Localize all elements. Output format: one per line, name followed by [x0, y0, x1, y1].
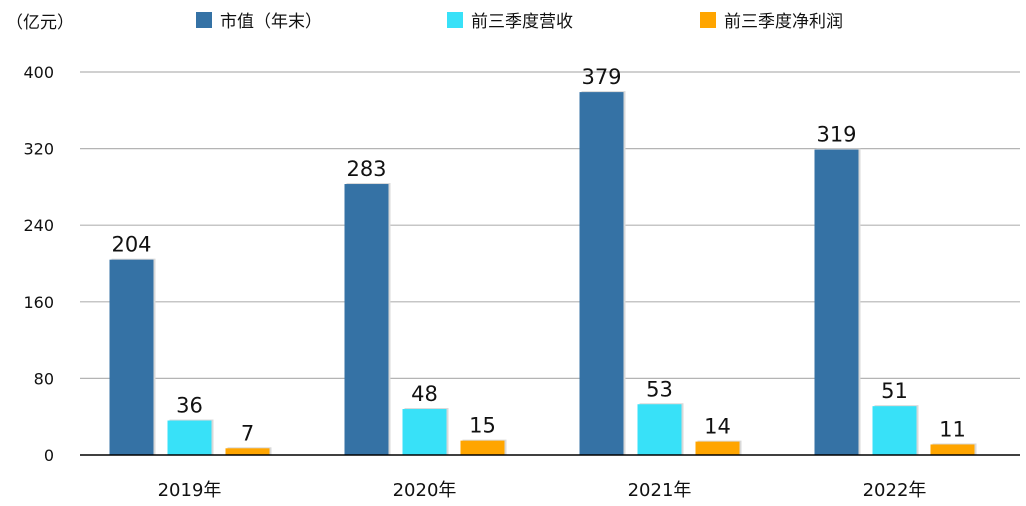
bars	[109, 91, 977, 456]
data-label: 283	[346, 157, 386, 181]
x-category-label: 2019年	[158, 480, 222, 501]
data-label: 15	[469, 414, 496, 438]
bar	[167, 420, 212, 455]
legend: 市值（年末） 前三季度营收 前三季度净利润	[196, 12, 843, 32]
data-label: 51	[881, 379, 908, 403]
bar	[225, 448, 270, 455]
y-tick-label: 0	[44, 446, 54, 465]
legend-label: 市值（年末）	[220, 12, 322, 32]
y-tick-label: 240	[23, 216, 54, 235]
y-tick-label: 160	[23, 293, 54, 312]
legend-swatch	[700, 12, 716, 28]
data-label: 53	[646, 377, 673, 401]
bar	[872, 406, 917, 455]
y-tick-label: 80	[34, 369, 54, 388]
data-label: 36	[176, 394, 203, 418]
bar	[402, 409, 447, 455]
data-label: 379	[581, 65, 621, 89]
bar	[460, 440, 505, 455]
data-label: 14	[704, 415, 731, 439]
x-category-label: 2021年	[628, 480, 692, 501]
legend-swatch	[447, 12, 463, 28]
legend-swatch	[196, 12, 212, 28]
grid-lines	[80, 71, 1020, 379]
data-label: 48	[411, 382, 438, 406]
bar	[930, 444, 975, 455]
y-axis-ticks: 0 80 160 240 320 400	[23, 63, 54, 465]
legend-label: 前三季度营收	[471, 12, 573, 32]
y-tick-label: 400	[23, 63, 54, 82]
y-axis-unit-label: （亿元）	[6, 13, 74, 33]
data-label: 319	[816, 123, 856, 147]
legend-label: 前三季度净利润	[724, 12, 843, 32]
bar	[579, 92, 624, 456]
x-axis-categories: 2019年 2020年 2021年 2022年	[158, 480, 927, 501]
bar	[344, 184, 389, 455]
data-label: 11	[939, 417, 966, 441]
data-label: 204	[111, 233, 151, 257]
y-tick-label: 320	[23, 140, 54, 159]
bar	[637, 404, 682, 455]
bar	[814, 149, 859, 455]
data-label: 7	[241, 421, 254, 445]
x-category-label: 2022年	[863, 480, 927, 501]
bar	[109, 259, 154, 455]
x-category-label: 2020年	[393, 480, 457, 501]
bar	[695, 441, 740, 455]
data-labels: 204 36 7 283 48 15 379 53 14 319 51 11	[111, 65, 965, 445]
